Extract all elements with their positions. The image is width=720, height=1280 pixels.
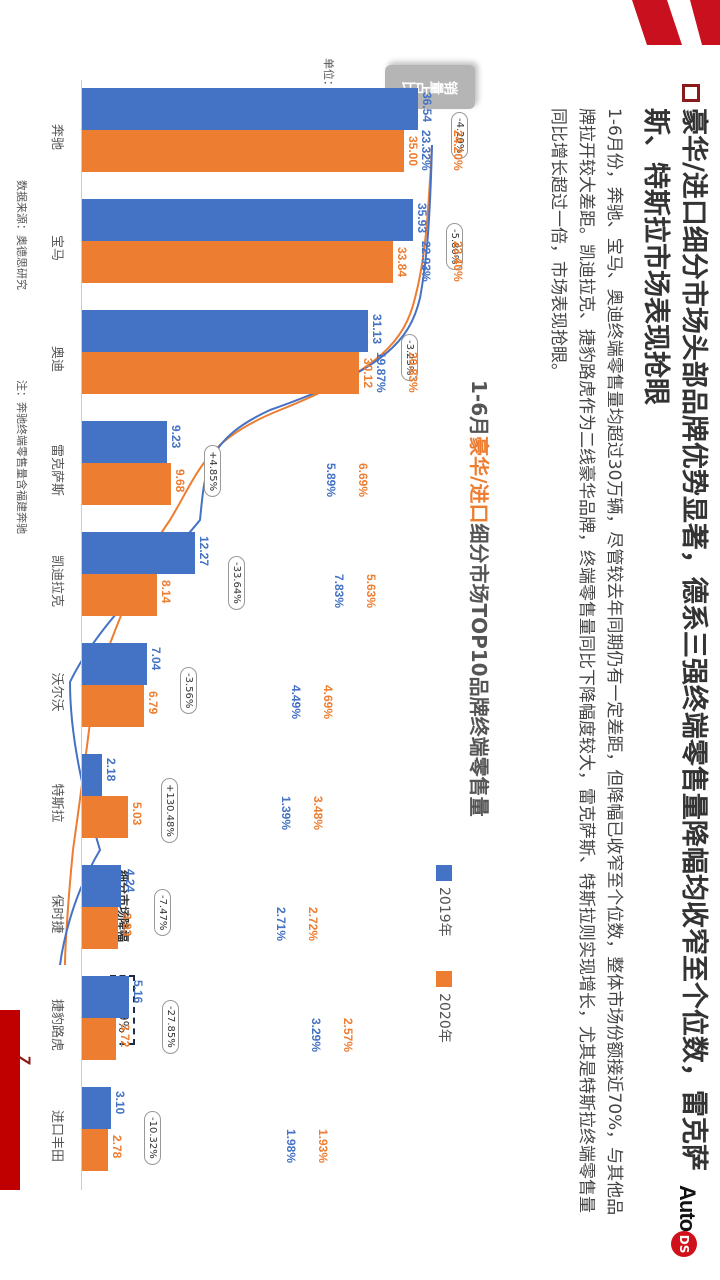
yoy-change-badge: -10.32% — [143, 1111, 161, 1165]
share-label-2020: 2.72% — [306, 907, 320, 942]
bar-value-2019: 7.04 — [148, 647, 163, 671]
category-label: 奔驰 — [49, 123, 64, 150]
bar-2019 — [82, 1087, 111, 1129]
share-label-2019: 2.71% — [274, 907, 288, 942]
category-label: 雷克萨斯 — [49, 443, 64, 496]
bar-2019 — [82, 532, 195, 574]
category-label: 奥迪 — [49, 345, 64, 372]
share-label-2019: 19.87% — [374, 352, 388, 393]
brand-bar-group: 3.10 2.78 -10.32% 1.98% 1.93% 进口丰田 — [0, 1081, 720, 1192]
bar-value-2020: 3.72 — [118, 1024, 133, 1048]
category-label: 保时捷 — [49, 894, 64, 934]
share-label-2020: 24.20% — [451, 130, 465, 171]
bar-value-2019: 35.93 — [414, 203, 429, 234]
bar-value-2020: 5.03 — [130, 802, 145, 826]
share-label-2019: 5.89% — [324, 463, 338, 498]
bar-2019 — [82, 421, 167, 463]
category-label: 宝马 — [49, 234, 64, 261]
bar-2020 — [82, 685, 145, 727]
category-label: 特斯拉 — [49, 783, 64, 823]
brand-bar-group: 31.13 30.12 -3.23% 19.87% 20.83% 奥迪 — [0, 304, 720, 415]
yoy-change-badge: -3.56% — [179, 667, 197, 715]
category-label: 凯迪拉克 — [49, 554, 64, 607]
brand-bar-group: 9.23 9.68 +4.85% 5.89% 6.69% 雷克萨斯 — [0, 415, 720, 526]
share-label-2020: 2.57% — [341, 1018, 355, 1053]
bar-value-2020: 8.14 — [158, 580, 173, 604]
bar-2019 — [82, 643, 147, 685]
yoy-change-badge: -27.85% — [162, 1000, 180, 1054]
bar-value-2020: 9.68 — [173, 469, 188, 493]
bar-value-2020: 2.78 — [109, 1135, 124, 1159]
brand-bar-group: 2.18 5.03 +130.48% 1.39% 3.48% 特斯拉 — [0, 748, 720, 859]
bar-2020 — [82, 352, 360, 394]
yoy-change-badge: -7.47% — [154, 889, 172, 937]
category-label: 进口丰田 — [49, 1109, 64, 1162]
share-label-2019: 3.29% — [309, 1018, 323, 1053]
bar-value-2019: 2.18 — [104, 758, 119, 782]
bar-2019 — [82, 754, 103, 796]
bar-value-2020: 30.12 — [361, 358, 376, 389]
bar-2020 — [82, 463, 172, 505]
share-label-2020: 1.93% — [316, 1129, 330, 1164]
bar-2019 — [82, 976, 130, 1018]
bar-2019 — [82, 310, 369, 352]
bar-value-2019: 3.10 — [112, 1091, 127, 1115]
share-label-2019: 4.49% — [289, 685, 303, 720]
bar-value-2019: 12.27 — [196, 536, 211, 567]
bar-2020 — [82, 241, 394, 283]
bar-value-2019: 4.24 — [123, 869, 138, 893]
bar-2020 — [82, 130, 404, 172]
bar-2020 — [82, 1018, 117, 1060]
bar-value-2020: 6.79 — [146, 691, 161, 715]
bar-value-2019: 5.16 — [131, 980, 146, 1004]
bar-value-2019: 36.54 — [420, 92, 435, 123]
bar-value-2019: 9.23 — [168, 425, 183, 449]
bar-2019 — [82, 88, 419, 130]
brand-bar-group: 12.27 8.14 -33.64% 7.83% 5.63% 凯迪拉克 — [0, 526, 720, 637]
share-label-2020: 6.69% — [356, 463, 370, 498]
share-label-2020: 5.63% — [364, 574, 378, 609]
bar-2019 — [82, 199, 413, 241]
bar-2020 — [82, 796, 129, 838]
category-label: 沃尔沃 — [49, 672, 64, 712]
share-label-2020: 3.48% — [311, 796, 325, 831]
share-label-2019: 1.39% — [279, 796, 293, 831]
brand-bar-group: 5.16 3.72 -27.85% 3.29% 2.57% 捷豹路虎 — [0, 970, 720, 1081]
bar-value-2020: 3.93 — [120, 913, 135, 937]
yoy-change-badge: +130.48% — [161, 778, 179, 843]
share-label-2019: 1.98% — [284, 1129, 298, 1164]
bar-2020 — [82, 574, 157, 616]
yoy-change-badge: -33.64% — [227, 556, 245, 610]
bar-2020 — [82, 907, 119, 949]
share-label-2019: 7.83% — [332, 574, 346, 609]
share-label-2020: 4.69% — [321, 685, 335, 720]
bar-value-2020: 33.84 — [395, 247, 410, 278]
brand-bar-group: 4.24 3.93 -7.47% 2.71% 2.72% 保时捷 — [0, 859, 720, 970]
category-label: 捷豹路虎 — [49, 998, 64, 1051]
bar-2019 — [82, 865, 122, 907]
share-label-2019: 22.93% — [419, 241, 433, 282]
share-label-2020: 23.40% — [451, 241, 465, 282]
bar-value-2019: 31.13 — [370, 314, 385, 345]
bar-2020 — [82, 1129, 108, 1171]
brand-bar-group: 35.93 33.84 -5.80% 22.93% 23.40% 宝马 — [0, 193, 720, 304]
yoy-change-badge: +4.85% — [204, 445, 222, 498]
bar-value-2020: 35.00 — [406, 136, 420, 167]
brand-bar-group: 7.04 6.79 -3.56% 4.49% 4.69% 沃尔沃 — [0, 637, 720, 748]
share-label-2019: 23.32% — [419, 130, 433, 171]
brand-bar-group: 36.54 35.00 -4.20% 23.32% 24.20% 奔驰 — [0, 82, 720, 193]
share-label-2020: 20.83% — [406, 352, 420, 393]
